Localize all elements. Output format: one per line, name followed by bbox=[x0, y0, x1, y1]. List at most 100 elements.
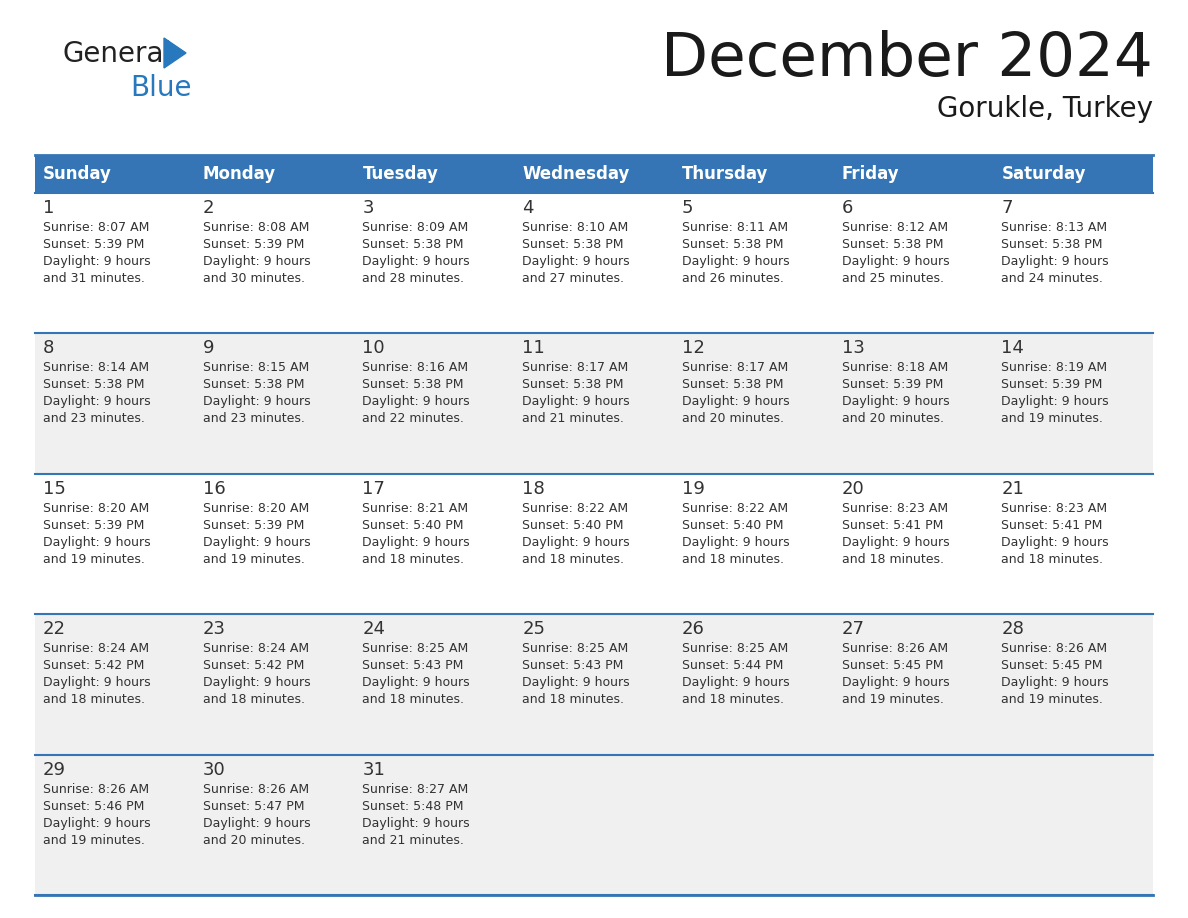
Text: Sunset: 5:39 PM: Sunset: 5:39 PM bbox=[43, 519, 145, 532]
Text: and 24 minutes.: and 24 minutes. bbox=[1001, 272, 1104, 285]
Text: Sunset: 5:42 PM: Sunset: 5:42 PM bbox=[43, 659, 145, 672]
Text: and 23 minutes.: and 23 minutes. bbox=[43, 412, 145, 425]
Text: Sunset: 5:45 PM: Sunset: 5:45 PM bbox=[1001, 659, 1102, 672]
Text: 23: 23 bbox=[203, 621, 226, 638]
Polygon shape bbox=[164, 38, 187, 68]
Text: Sunset: 5:38 PM: Sunset: 5:38 PM bbox=[43, 378, 145, 391]
Text: Daylight: 9 hours: Daylight: 9 hours bbox=[523, 255, 630, 268]
Text: Sunrise: 8:24 AM: Sunrise: 8:24 AM bbox=[203, 643, 309, 655]
Text: and 26 minutes.: and 26 minutes. bbox=[682, 272, 784, 285]
Text: Sunrise: 8:09 AM: Sunrise: 8:09 AM bbox=[362, 221, 469, 234]
Text: Sunrise: 8:27 AM: Sunrise: 8:27 AM bbox=[362, 783, 469, 796]
Text: Sunrise: 8:15 AM: Sunrise: 8:15 AM bbox=[203, 362, 309, 375]
Text: 12: 12 bbox=[682, 340, 704, 357]
Text: 9: 9 bbox=[203, 340, 214, 357]
Text: Daylight: 9 hours: Daylight: 9 hours bbox=[523, 396, 630, 409]
Text: Sunset: 5:38 PM: Sunset: 5:38 PM bbox=[362, 378, 465, 391]
Text: Daylight: 9 hours: Daylight: 9 hours bbox=[43, 536, 151, 549]
Text: 15: 15 bbox=[43, 480, 65, 498]
Text: 26: 26 bbox=[682, 621, 704, 638]
Text: Sunrise: 8:17 AM: Sunrise: 8:17 AM bbox=[523, 362, 628, 375]
Text: 18: 18 bbox=[523, 480, 545, 498]
Text: Sunset: 5:38 PM: Sunset: 5:38 PM bbox=[682, 238, 783, 251]
Text: Daylight: 9 hours: Daylight: 9 hours bbox=[203, 536, 310, 549]
Text: and 28 minutes.: and 28 minutes. bbox=[362, 272, 465, 285]
Text: Sunrise: 8:26 AM: Sunrise: 8:26 AM bbox=[1001, 643, 1107, 655]
Bar bbox=[34, 193, 1154, 333]
Text: Sunset: 5:43 PM: Sunset: 5:43 PM bbox=[523, 659, 624, 672]
Text: December 2024: December 2024 bbox=[662, 30, 1154, 89]
Text: and 18 minutes.: and 18 minutes. bbox=[362, 693, 465, 706]
Text: Sunset: 5:47 PM: Sunset: 5:47 PM bbox=[203, 800, 304, 812]
Text: 7: 7 bbox=[1001, 199, 1013, 217]
Text: Saturday: Saturday bbox=[1001, 165, 1086, 183]
Text: and 18 minutes.: and 18 minutes. bbox=[682, 693, 784, 706]
Text: Daylight: 9 hours: Daylight: 9 hours bbox=[43, 255, 151, 268]
Text: 22: 22 bbox=[43, 621, 67, 638]
Text: 4: 4 bbox=[523, 199, 533, 217]
Text: and 18 minutes.: and 18 minutes. bbox=[523, 693, 624, 706]
Text: Daylight: 9 hours: Daylight: 9 hours bbox=[362, 536, 470, 549]
Text: and 18 minutes.: and 18 minutes. bbox=[523, 553, 624, 565]
Text: Daylight: 9 hours: Daylight: 9 hours bbox=[523, 677, 630, 689]
Text: Daylight: 9 hours: Daylight: 9 hours bbox=[203, 677, 310, 689]
Text: Daylight: 9 hours: Daylight: 9 hours bbox=[682, 396, 790, 409]
Text: and 19 minutes.: and 19 minutes. bbox=[43, 553, 145, 565]
Text: Sunset: 5:40 PM: Sunset: 5:40 PM bbox=[362, 519, 465, 532]
Text: 21: 21 bbox=[1001, 480, 1024, 498]
Text: Sunset: 5:39 PM: Sunset: 5:39 PM bbox=[203, 238, 304, 251]
Text: Sunset: 5:39 PM: Sunset: 5:39 PM bbox=[203, 519, 304, 532]
Text: and 18 minutes.: and 18 minutes. bbox=[682, 553, 784, 565]
Text: 28: 28 bbox=[1001, 621, 1024, 638]
Text: Sunrise: 8:07 AM: Sunrise: 8:07 AM bbox=[43, 221, 150, 234]
Text: Wednesday: Wednesday bbox=[523, 165, 630, 183]
Text: 2: 2 bbox=[203, 199, 214, 217]
Text: Daylight: 9 hours: Daylight: 9 hours bbox=[682, 536, 790, 549]
Text: Sunset: 5:40 PM: Sunset: 5:40 PM bbox=[523, 519, 624, 532]
Text: Sunrise: 8:21 AM: Sunrise: 8:21 AM bbox=[362, 502, 468, 515]
Text: Sunrise: 8:23 AM: Sunrise: 8:23 AM bbox=[841, 502, 948, 515]
Text: 30: 30 bbox=[203, 761, 226, 778]
Text: and 22 minutes.: and 22 minutes. bbox=[362, 412, 465, 425]
Text: and 18 minutes.: and 18 minutes. bbox=[1001, 553, 1104, 565]
Bar bbox=[34, 614, 1154, 755]
Text: and 18 minutes.: and 18 minutes. bbox=[43, 693, 145, 706]
Text: Sunday: Sunday bbox=[43, 165, 112, 183]
Text: Sunrise: 8:13 AM: Sunrise: 8:13 AM bbox=[1001, 221, 1107, 234]
Text: Sunrise: 8:20 AM: Sunrise: 8:20 AM bbox=[203, 502, 309, 515]
Text: Sunset: 5:43 PM: Sunset: 5:43 PM bbox=[362, 659, 463, 672]
Text: Thursday: Thursday bbox=[682, 165, 769, 183]
Text: Friday: Friday bbox=[841, 165, 899, 183]
Text: Daylight: 9 hours: Daylight: 9 hours bbox=[1001, 255, 1108, 268]
Text: 11: 11 bbox=[523, 340, 545, 357]
Text: and 25 minutes.: and 25 minutes. bbox=[841, 272, 943, 285]
Text: Daylight: 9 hours: Daylight: 9 hours bbox=[841, 255, 949, 268]
Text: Daylight: 9 hours: Daylight: 9 hours bbox=[203, 817, 310, 830]
Text: Sunrise: 8:22 AM: Sunrise: 8:22 AM bbox=[682, 502, 788, 515]
Text: 20: 20 bbox=[841, 480, 865, 498]
Text: Sunrise: 8:16 AM: Sunrise: 8:16 AM bbox=[362, 362, 468, 375]
Text: 3: 3 bbox=[362, 199, 374, 217]
Text: and 20 minutes.: and 20 minutes. bbox=[203, 834, 304, 846]
Bar bbox=[34, 155, 1154, 193]
Text: Daylight: 9 hours: Daylight: 9 hours bbox=[841, 677, 949, 689]
Text: Sunset: 5:45 PM: Sunset: 5:45 PM bbox=[841, 659, 943, 672]
Text: and 19 minutes.: and 19 minutes. bbox=[1001, 693, 1104, 706]
Text: and 27 minutes.: and 27 minutes. bbox=[523, 272, 624, 285]
Text: Sunset: 5:38 PM: Sunset: 5:38 PM bbox=[841, 238, 943, 251]
Text: and 31 minutes.: and 31 minutes. bbox=[43, 272, 145, 285]
Text: 27: 27 bbox=[841, 621, 865, 638]
Text: 13: 13 bbox=[841, 340, 865, 357]
Text: Daylight: 9 hours: Daylight: 9 hours bbox=[841, 536, 949, 549]
Text: Sunset: 5:44 PM: Sunset: 5:44 PM bbox=[682, 659, 783, 672]
Bar bbox=[34, 474, 1154, 614]
Text: Sunset: 5:38 PM: Sunset: 5:38 PM bbox=[523, 378, 624, 391]
Text: Daylight: 9 hours: Daylight: 9 hours bbox=[682, 255, 790, 268]
Text: Sunset: 5:39 PM: Sunset: 5:39 PM bbox=[1001, 378, 1102, 391]
Text: 10: 10 bbox=[362, 340, 385, 357]
Text: Sunrise: 8:10 AM: Sunrise: 8:10 AM bbox=[523, 221, 628, 234]
Text: General: General bbox=[62, 40, 171, 68]
Text: Daylight: 9 hours: Daylight: 9 hours bbox=[1001, 536, 1108, 549]
Text: and 19 minutes.: and 19 minutes. bbox=[203, 553, 304, 565]
Text: Sunrise: 8:11 AM: Sunrise: 8:11 AM bbox=[682, 221, 788, 234]
